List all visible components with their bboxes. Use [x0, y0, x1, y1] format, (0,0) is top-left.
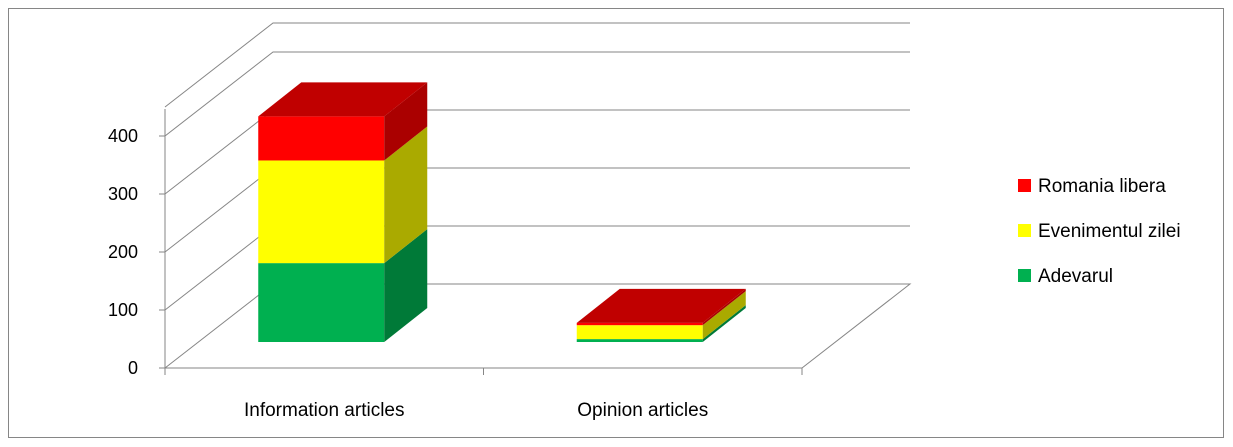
legend-label: Evenimentul zilei: [1038, 221, 1181, 242]
bar-front: [576, 339, 703, 342]
bar-top: [258, 82, 428, 117]
y-tick-label: 200: [108, 242, 138, 262]
chart-walls: [164, 283, 912, 369]
bar-front: [258, 263, 385, 342]
bar-segment: [258, 82, 428, 161]
bar-segment: [576, 305, 746, 342]
y-tick-label: 300: [108, 184, 138, 204]
y-tick-labels: 0 100 200 300 400: [108, 126, 138, 378]
bar-side: [702, 288, 746, 326]
legend-entry: Evenimentul zilei: [1018, 221, 1181, 242]
x-tick-label: Information articles: [244, 400, 405, 421]
x-tick-labels: Information articles Opinion articles: [244, 400, 708, 421]
legend-label: Adevarul: [1038, 266, 1113, 287]
bar-front: [258, 160, 385, 264]
bar-segment: [576, 288, 746, 326]
x-tick-label: Opinion articles: [577, 400, 708, 421]
bar-front: [258, 116, 385, 161]
legend: Romania libera Evenimentul zilei Adevarul: [1018, 176, 1181, 287]
axes: [159, 109, 803, 375]
bar-front: [576, 322, 703, 326]
legend-swatch: [1018, 269, 1031, 282]
y-tick-label: 100: [108, 300, 138, 320]
legend-swatch: [1018, 224, 1031, 237]
bars: [258, 82, 746, 342]
bar-side: [702, 305, 746, 342]
legend-label: Romania libera: [1038, 176, 1166, 197]
bar-side: [384, 126, 428, 264]
bar-side: [384, 82, 428, 161]
legend-swatch: [1018, 179, 1031, 192]
floor-outline: [164, 283, 912, 369]
y-tick-label: 400: [108, 126, 138, 146]
y-tick-label: 0: [128, 358, 138, 378]
chart-frame: [8, 8, 1224, 438]
bar-side: [384, 229, 428, 342]
bar-top: [576, 288, 746, 323]
gridline: [164, 51, 910, 137]
legend-entry: Adevarul: [1018, 266, 1113, 287]
bar-segment: [576, 291, 746, 340]
bar-segment: [258, 229, 428, 342]
bar-side: [702, 291, 746, 340]
bar-segment: [258, 126, 428, 264]
legend-entry: Romania libera: [1018, 176, 1166, 197]
bar-front: [576, 325, 703, 340]
gridline: [164, 22, 910, 108]
